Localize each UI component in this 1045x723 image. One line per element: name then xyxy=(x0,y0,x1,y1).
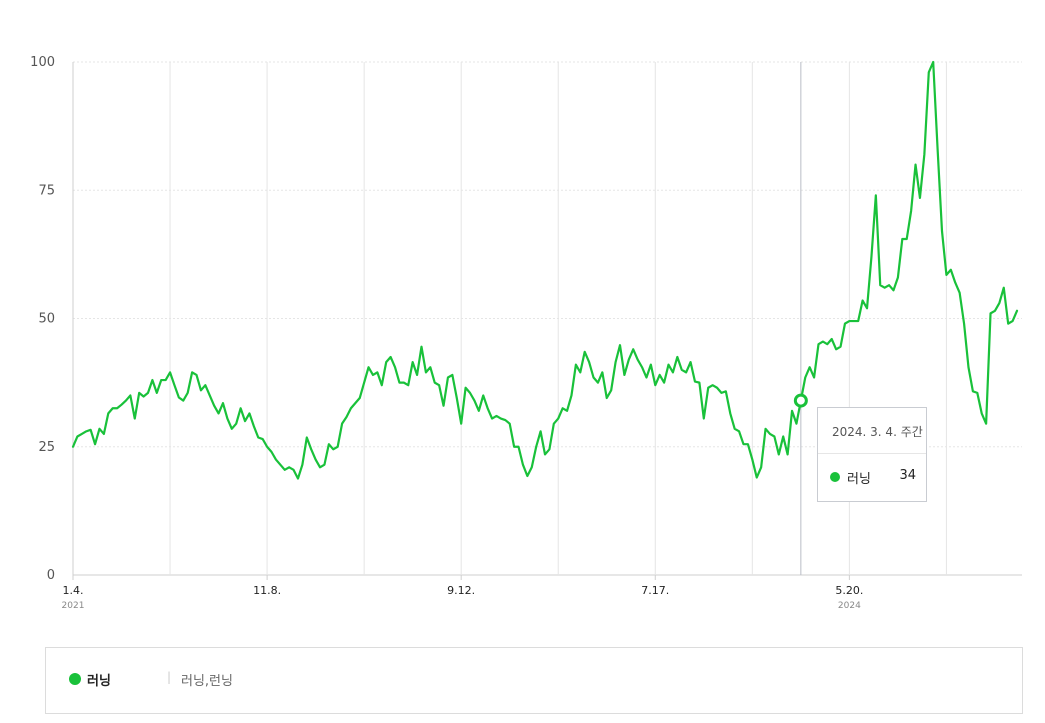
legend-series-name[interactable]: 러닝 xyxy=(87,674,111,689)
x-tick-label: 1.4. xyxy=(63,584,84,597)
legend-dot xyxy=(69,673,81,685)
x-tick-label: 9.12. xyxy=(447,584,475,597)
trend-chart: 0 25 50 75 100 1.4. 2021 11.8. 9.12. 7.17. 5.20. 2… xyxy=(30,55,1022,611)
legend-separator: | xyxy=(167,670,172,684)
x-axis: 1.4. 2021 11.8. 9.12. 7.17. 5.20. 2024 xyxy=(62,575,863,611)
x-tick-label: 5.20. xyxy=(835,584,863,597)
x-tick-year: 2024 xyxy=(838,601,861,611)
y-tick-label: 0 xyxy=(47,568,55,583)
x-tick-label: 11.8. xyxy=(253,584,281,597)
y-axis: 0 25 50 75 100 xyxy=(30,55,55,583)
tooltip-row: 러닝 34 xyxy=(818,454,926,502)
y-tick-label: 50 xyxy=(38,312,55,327)
legend-keywords: 러닝,런닝 xyxy=(181,674,233,689)
x-tick-label: 7.17. xyxy=(641,584,669,597)
y-tick-label: 25 xyxy=(38,440,55,455)
y-tick-label: 100 xyxy=(30,55,55,70)
hover-point-marker[interactable] xyxy=(793,393,808,408)
tooltip-series-dot xyxy=(830,472,840,482)
tooltip-series-name: 러닝 xyxy=(847,472,871,487)
tooltip-value: 34 xyxy=(899,468,916,483)
series-line-running[interactable] xyxy=(71,60,1019,480)
y-tick-label: 75 xyxy=(38,183,55,198)
legend-box: 러닝 | 러닝,런닝 xyxy=(45,647,1023,714)
tooltip-date: 2024. 3. 4. 주간 xyxy=(818,408,926,454)
tooltip: 2024. 3. 4. 주간 러닝 34 xyxy=(817,407,927,502)
x-tick-year: 2021 xyxy=(62,601,85,611)
